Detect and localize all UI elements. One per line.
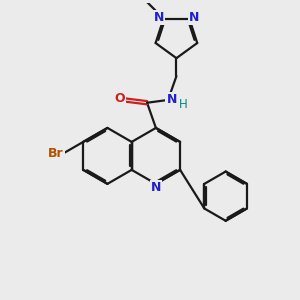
Text: N: N [154,11,164,24]
Text: N: N [151,181,161,194]
Text: Br: Br [48,147,64,160]
Text: O: O [114,92,125,105]
Text: H: H [178,98,187,111]
Text: N: N [167,93,177,106]
Text: N: N [188,11,199,24]
